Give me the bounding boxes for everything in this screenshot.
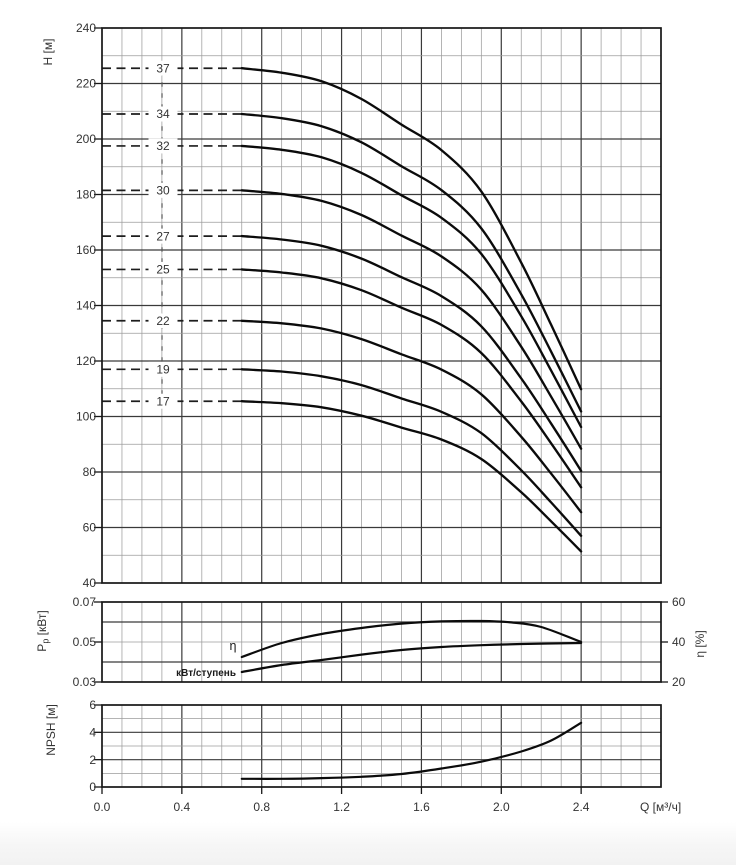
head-curve-30-stages [240,189,583,450]
power-tick-0.07: 0.07 [73,595,97,609]
stage-label-22: 22 [156,314,170,328]
head-tick-120: 120 [76,354,96,368]
npsh-curve [240,721,583,780]
flow-axis-label: Q [м³/ч] [640,800,681,814]
head-tick-220: 220 [76,77,96,91]
power-axis-label: Pp [кВт] [35,610,51,651]
head-tick-200: 200 [76,132,96,146]
head-tick-140: 140 [76,299,96,313]
stage-label-30: 30 [156,184,170,198]
head-tick-180: 180 [76,188,96,202]
power-tick-0.05: 0.05 [73,635,97,649]
efficiency-axis-label: η [%] [693,630,707,657]
axis-titles: H [м] Pp [кВт] NPSH [м] η [%] [35,39,707,756]
head-tick-240: 240 [76,21,96,35]
flow-tick-1.2: 1.2 [333,800,350,814]
flow-tick-1.6: 1.6 [413,800,430,814]
head-curve-34-stages [240,112,583,413]
axis-tick-labels: 2402202001801601401201008060400.070.050.… [73,21,686,814]
flow-tick-0.8: 0.8 [253,800,270,814]
npsh-tick-2: 2 [89,753,96,767]
head-tick-60: 60 [83,521,97,535]
flow-tick-0.0: 0.0 [94,800,111,814]
stage-label-19: 19 [156,363,170,377]
power-per-stage-curve [240,641,583,674]
axis-tick-marks [94,27,668,794]
pump-curves [240,67,583,780]
head-tick-100: 100 [76,410,96,424]
head-axis-label: H [м] [41,39,55,66]
stage-shutoff-dashed-lines [102,67,242,403]
curve-labels: η кВт/ступень [176,639,236,679]
stage-labels: 37 34 32 30 27 25 22 19 17 [148,60,178,409]
head-curve-19-stages [240,368,583,537]
page-footer-strip [0,822,736,865]
stage-label-32: 32 [156,139,170,153]
npsh-tick-0: 0 [89,780,96,794]
head-tick-160: 160 [76,243,96,257]
head-curve-22-stages [240,319,583,514]
npsh-axis-label: NPSH [м] [44,704,58,756]
head-curve-17-stages [240,400,583,553]
flow-tick-2.4: 2.4 [573,800,590,814]
npsh-tick-6: 6 [89,698,96,712]
head-curve-27-stages [240,234,583,473]
stage-label-34: 34 [156,107,170,121]
efficiency-curve-label: η [230,639,237,653]
head-curve-25-stages [240,268,583,489]
efficiency-curve [240,619,583,659]
head-curve-37-stages [240,67,583,391]
stage-label-25: 25 [156,263,170,277]
head-tick-80: 80 [83,465,97,479]
npsh-tick-4: 4 [89,726,96,740]
flow-tick-0.4: 0.4 [174,800,191,814]
head-curve-32-stages [240,144,583,429]
stage-label-17: 17 [156,394,170,408]
power-per-stage-curve-label: кВт/ступень [176,668,236,679]
flow-tick-2.0: 2.0 [493,800,510,814]
stage-label-37: 37 [156,61,170,75]
head-tick-40: 40 [83,576,97,590]
power-tick-0.03: 0.03 [73,675,97,689]
efficiency-tick-60: 60 [672,595,686,609]
efficiency-tick-40: 40 [672,635,686,649]
stage-label-27: 27 [156,229,170,243]
efficiency-tick-20: 20 [672,675,686,689]
